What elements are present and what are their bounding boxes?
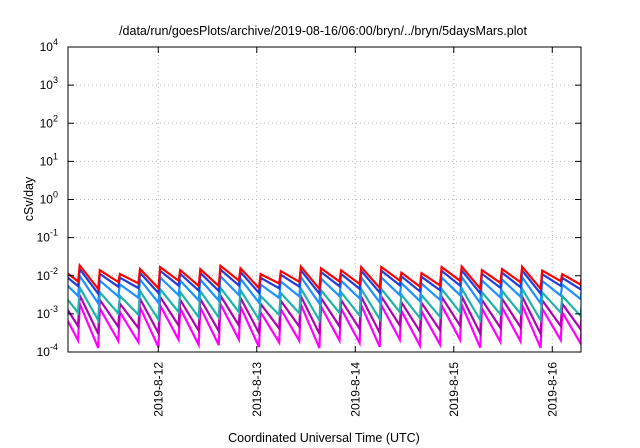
series-line (68, 272, 581, 307)
y-tick-label: 10-1 (37, 228, 58, 245)
y-tick-label: 103 (40, 75, 58, 92)
x-axis-ticks: 2019-8-12 2019-8-13 2019-8-14 2019-8-15 2019… (151, 47, 559, 417)
series-line (68, 283, 581, 325)
series-line (68, 291, 581, 338)
series-line (68, 299, 581, 350)
chart-title: /data/run/goesPlots/archive/2019-08-16/0… (119, 24, 527, 38)
x-tick-label: 2019-8-16 (545, 362, 559, 417)
y-tick-label: 104 (40, 37, 58, 54)
y-tick-label: 10-2 (37, 266, 58, 283)
y-tick-label: 100 (40, 190, 58, 207)
y-tick-label: 10-4 (37, 342, 58, 359)
y-axis-ticks: 10-4 10-3 10-2 10-1 100 101 102 103 104 (37, 37, 581, 359)
y-tick-label: 102 (40, 113, 58, 130)
x-tick-label: 2019-8-12 (151, 362, 165, 417)
y-axis-label: cSv/day (22, 176, 36, 221)
x-tick-label: 2019-8-14 (348, 362, 362, 417)
series-line (68, 262, 581, 292)
x-tick-label: 2019-8-13 (250, 362, 264, 417)
series-line (68, 266, 581, 297)
plot-area (68, 262, 581, 350)
y-tick-label: 101 (40, 151, 58, 168)
x-tick-label: 2019-8-15 (447, 362, 461, 417)
x-axis-label: Coordinated Universal Time (UTC) (228, 431, 420, 445)
y-tick-label: 10-3 (37, 304, 58, 321)
